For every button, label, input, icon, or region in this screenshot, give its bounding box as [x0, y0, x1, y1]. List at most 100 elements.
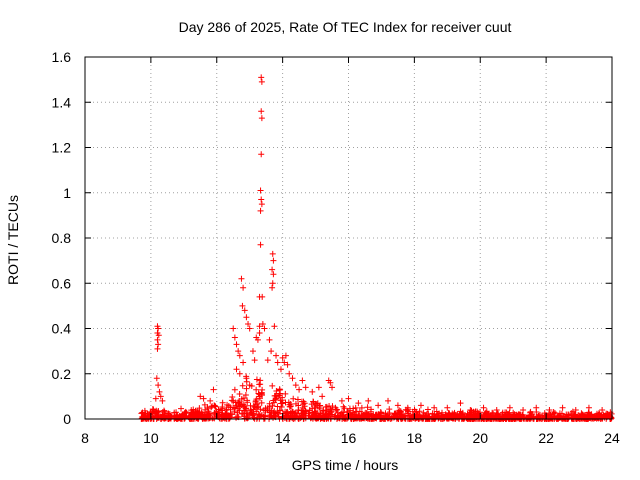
- data-point: [187, 412, 194, 419]
- data-point: [148, 415, 155, 422]
- data-point: [250, 412, 257, 419]
- data-point: [181, 409, 188, 416]
- data-point: [236, 390, 243, 397]
- data-point: [420, 409, 427, 416]
- data-point: [269, 266, 276, 273]
- data-point: [173, 409, 180, 416]
- data-point: [527, 408, 534, 415]
- data-point: [292, 382, 299, 389]
- data-point: [207, 397, 214, 404]
- data-point: [409, 408, 416, 415]
- data-point: [215, 406, 222, 413]
- data-point: [268, 348, 275, 355]
- data-point: [599, 406, 606, 413]
- data-point: [268, 413, 275, 420]
- data-point: [299, 410, 306, 417]
- data-point: [139, 409, 146, 416]
- data-point: [596, 411, 603, 418]
- data-point: [431, 404, 438, 411]
- data-point: [238, 396, 245, 403]
- data-point: [328, 408, 335, 415]
- data-point: [241, 307, 248, 314]
- data-point: [155, 382, 162, 389]
- data-point: [154, 336, 161, 343]
- data-point: [284, 361, 291, 368]
- data-point: [269, 382, 276, 389]
- data-point: [333, 406, 340, 413]
- data-point: [253, 376, 260, 383]
- data-point: [240, 284, 247, 291]
- data-point: [243, 375, 250, 382]
- data-point: [264, 357, 271, 364]
- data-point: [480, 404, 487, 411]
- data-point: [327, 379, 334, 386]
- data-point: [243, 385, 250, 392]
- data-point: [369, 413, 376, 420]
- data-point: [279, 354, 286, 361]
- data-point: [230, 325, 237, 332]
- y-tick-label: 0: [63, 411, 71, 427]
- data-point: [579, 411, 586, 418]
- data-point: [273, 352, 280, 359]
- data-point: [451, 409, 458, 416]
- data-point: [245, 320, 252, 327]
- data-point: [270, 271, 277, 278]
- y-tick-label: 0.6: [52, 275, 72, 291]
- data-point: [300, 401, 307, 408]
- data-point: [241, 415, 248, 422]
- data-point: [538, 412, 545, 419]
- data-point: [375, 402, 382, 409]
- x-tick-label: 18: [407, 430, 423, 446]
- data-point: [257, 381, 264, 388]
- data-point: [356, 408, 363, 415]
- data-point: [282, 390, 289, 397]
- x-tick-label: 24: [604, 430, 620, 446]
- data-point: [161, 407, 168, 414]
- data-point: [258, 108, 265, 115]
- data-point: [156, 388, 163, 395]
- data-point: [234, 399, 241, 406]
- data-point: [154, 345, 161, 352]
- data-point: [228, 411, 235, 418]
- data-point: [434, 411, 441, 418]
- data-point: [258, 389, 265, 396]
- data-point: [533, 404, 540, 411]
- data-point: [240, 359, 247, 366]
- data-point: [157, 393, 164, 400]
- data-point: [608, 415, 615, 422]
- data-point: [493, 406, 500, 413]
- data-point: [257, 241, 264, 248]
- data-point: [386, 406, 393, 413]
- data-point: [235, 348, 242, 355]
- data-point: [197, 393, 204, 400]
- x-axis-title: GPS time / hours: [292, 457, 399, 473]
- data-point: [271, 323, 278, 330]
- data-point: [212, 402, 219, 409]
- data-point: [307, 415, 314, 422]
- data-point: [219, 399, 226, 406]
- data-point: [274, 409, 281, 416]
- data-point: [266, 336, 273, 343]
- data-point: [270, 410, 277, 417]
- data-point: [194, 415, 201, 422]
- data-point: [286, 401, 293, 408]
- x-tick-label: 16: [341, 430, 357, 446]
- data-point: [502, 414, 509, 421]
- data-point: [358, 404, 365, 411]
- data-point: [444, 404, 451, 411]
- data-point: [282, 352, 289, 359]
- data-point: [162, 411, 169, 418]
- data-point: [224, 401, 231, 408]
- data-point: [299, 377, 306, 384]
- y-tick-label: 1.4: [52, 94, 72, 110]
- data-point: [302, 384, 309, 391]
- data-point: [585, 404, 592, 411]
- data-point: [308, 401, 315, 408]
- data-point: [404, 404, 411, 411]
- data-point: [323, 407, 330, 414]
- data-point: [269, 250, 276, 257]
- data-point: [565, 411, 572, 418]
- data-point: [210, 386, 217, 393]
- data-point: [365, 397, 372, 404]
- data-point: [155, 341, 162, 348]
